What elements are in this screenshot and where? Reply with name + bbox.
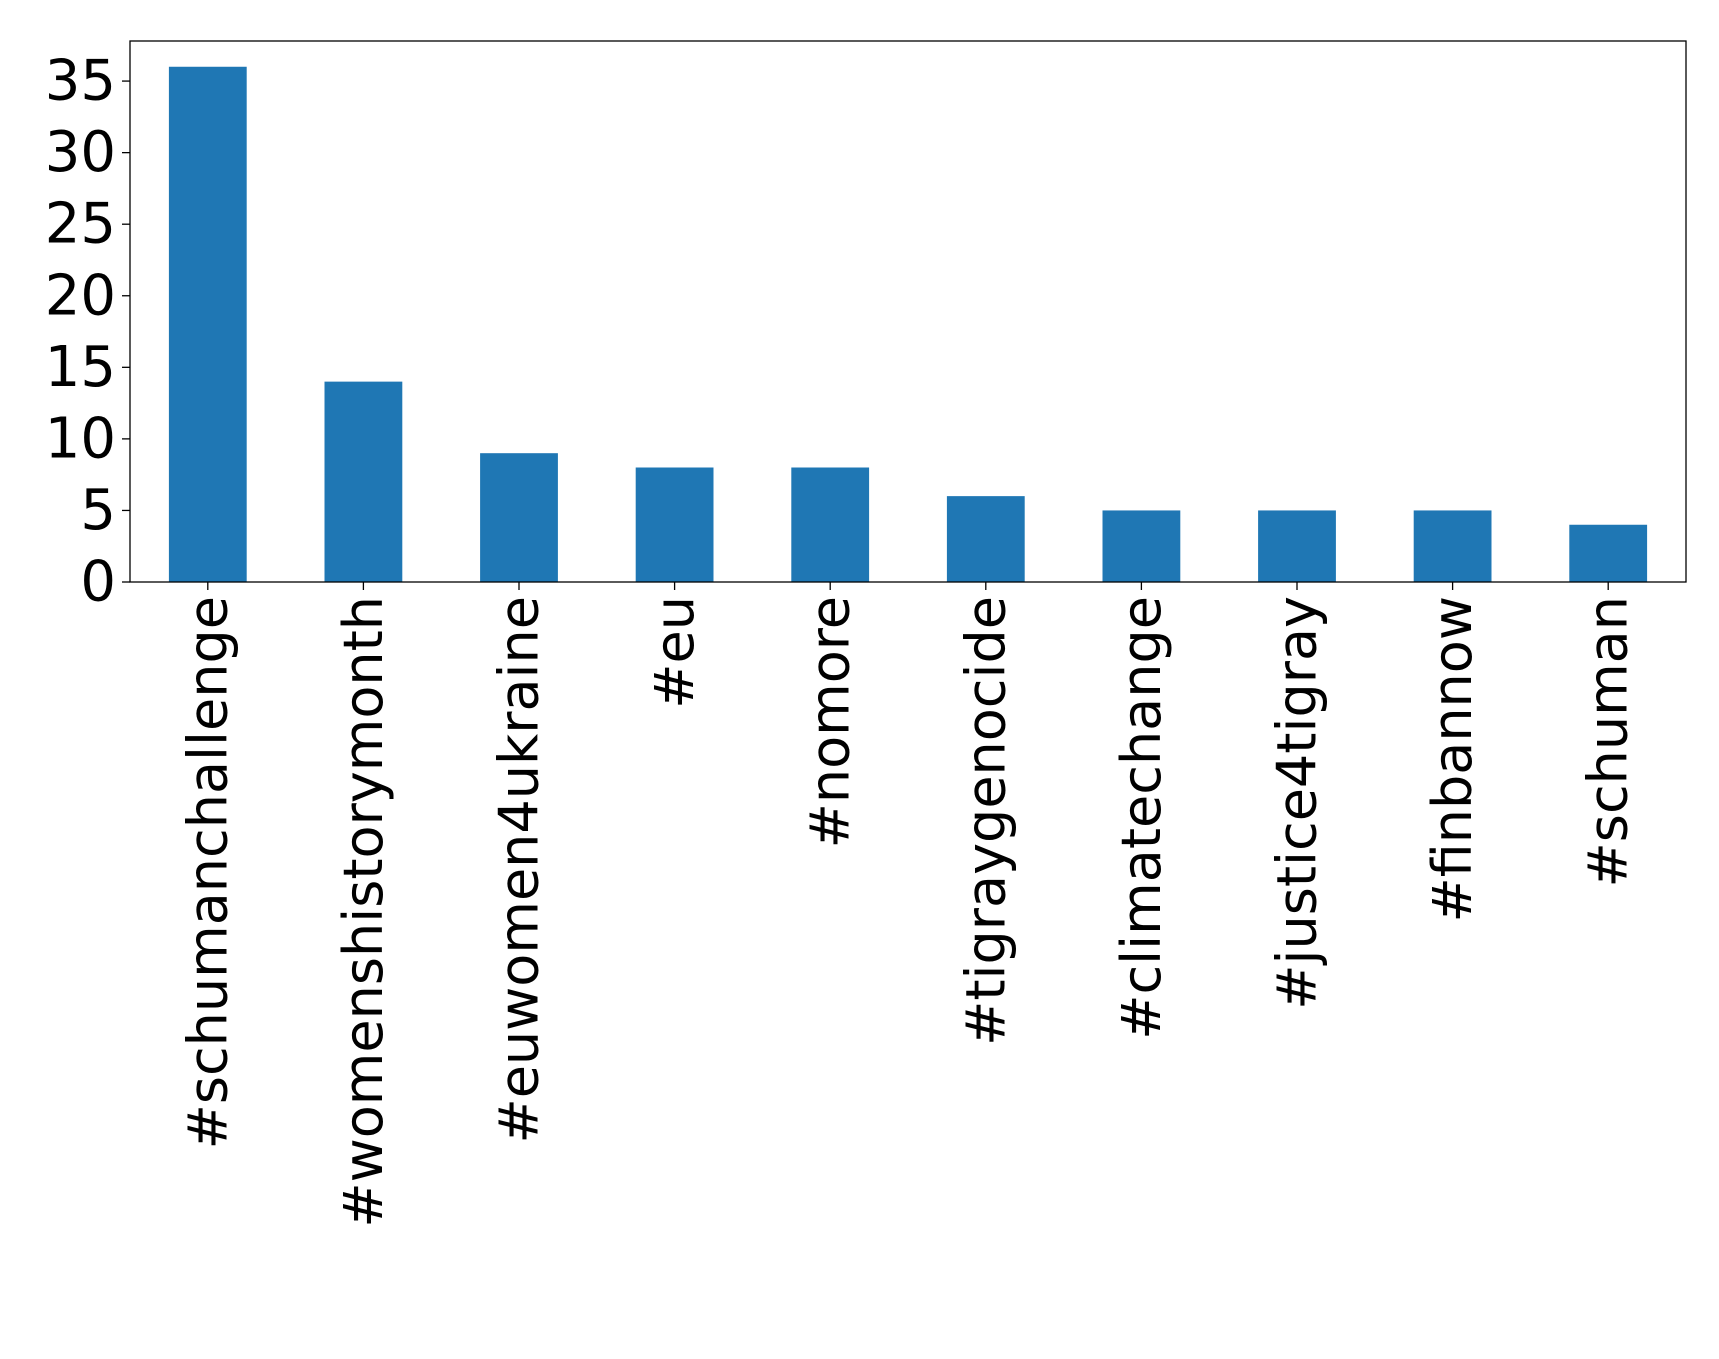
bar-tigraygenocide xyxy=(946,496,1025,582)
bar-justice4tigray xyxy=(1258,510,1336,582)
bar-schumanchallenge xyxy=(168,66,247,582)
bar-schuman xyxy=(1569,524,1648,582)
y-tick-label: 15 xyxy=(45,335,116,400)
y-tick-label: 0 xyxy=(80,550,116,615)
x-tick-label: #justice4tigray xyxy=(1266,596,1329,1010)
x-axis: #schumanchallenge #womenshistorymonth #euw… xyxy=(176,582,1640,1228)
x-tick-label: #tigraygenocide xyxy=(954,596,1017,1046)
plot-frame xyxy=(129,40,1687,583)
y-tick-label: 10 xyxy=(45,406,116,471)
y-tick-label: 30 xyxy=(45,120,116,185)
bar-climatechange xyxy=(1102,510,1181,582)
x-tick-label: #eu xyxy=(643,596,706,709)
bar-nomore xyxy=(791,467,870,582)
x-tick-label: #schuman xyxy=(1577,596,1640,887)
x-tick-label: #finbannow xyxy=(1421,596,1484,923)
y-tick-label: 20 xyxy=(45,263,116,328)
y-tick-label: 35 xyxy=(45,49,116,114)
x-tick-label: #euwomen4ukraine xyxy=(488,596,551,1144)
y-tick-label: 25 xyxy=(45,192,116,257)
bar-euwomen4ukraine xyxy=(480,453,558,582)
x-tick-label: #womenshistorymonth xyxy=(332,596,395,1228)
bar-finbannow xyxy=(1413,510,1492,582)
x-tick-label: #nomore xyxy=(799,596,862,848)
y-tick-label: 5 xyxy=(80,478,116,543)
x-tick-label: #climatechange xyxy=(1110,596,1173,1040)
x-tick-label: #schumanchallenge xyxy=(176,596,239,1149)
bars-group xyxy=(168,66,1648,582)
bar-eu xyxy=(635,467,714,582)
bar-womenshistorymonth xyxy=(324,381,403,582)
